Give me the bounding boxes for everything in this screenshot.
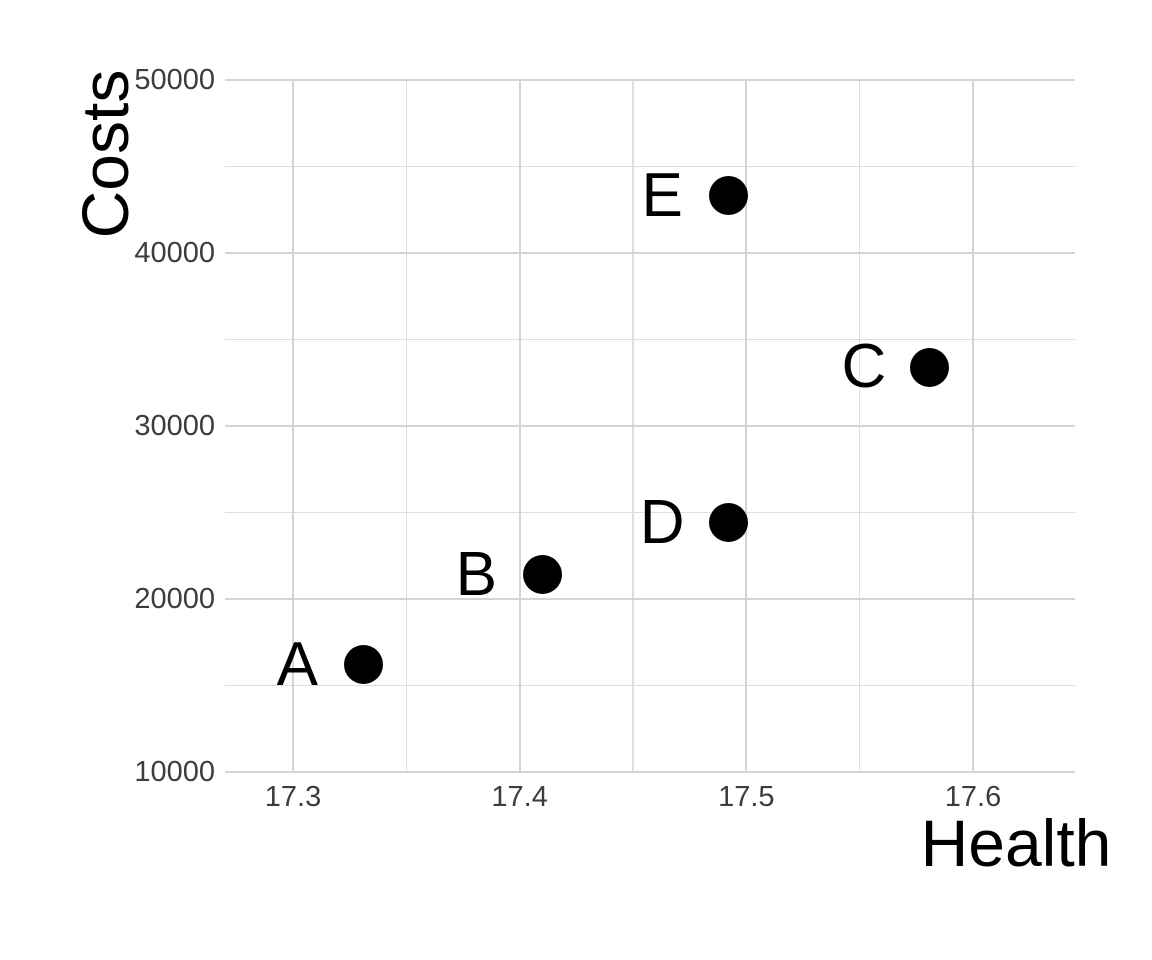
point-label-B: B: [455, 539, 497, 609]
y-major-gridline: [225, 252, 1075, 254]
y-tick-label: 50000: [134, 64, 215, 96]
y-minor-gridline: [225, 684, 1075, 687]
data-point-B: [522, 555, 562, 595]
y-tick-label: 20000: [134, 583, 215, 615]
point-label-C: C: [841, 332, 887, 402]
y-minor-gridline: [225, 511, 1075, 514]
data-point-D: [708, 503, 748, 543]
y-minor-gridline: [225, 338, 1075, 341]
x-tick-label: 17.4: [491, 781, 548, 813]
y-minor-gridline: [225, 165, 1075, 168]
y-major-gridline: [225, 425, 1075, 427]
y-tick-label: 10000: [134, 756, 215, 788]
data-point-A: [343, 645, 383, 685]
point-label-E: E: [641, 160, 683, 230]
x-tick-label: 17.6: [944, 781, 1002, 813]
y-axis-title: Costs: [68, 69, 142, 239]
y-tick-label: 40000: [134, 237, 215, 269]
y-tick-label: 30000: [134, 410, 215, 442]
x-tick-label: 17.3: [264, 781, 322, 813]
point-label-A: A: [276, 629, 318, 699]
x-tick-label: 17.5: [718, 781, 775, 813]
x-axis-title: Health: [920, 806, 1112, 880]
data-point-C: [910, 347, 950, 387]
point-label-D: D: [639, 487, 685, 557]
y-major-gridline: [225, 771, 1075, 773]
y-major-gridline: [225, 79, 1075, 81]
data-point-E: [708, 176, 748, 216]
y-major-gridline: [225, 598, 1075, 600]
